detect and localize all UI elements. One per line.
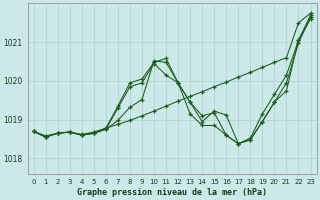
- X-axis label: Graphe pression niveau de la mer (hPa): Graphe pression niveau de la mer (hPa): [77, 188, 267, 197]
